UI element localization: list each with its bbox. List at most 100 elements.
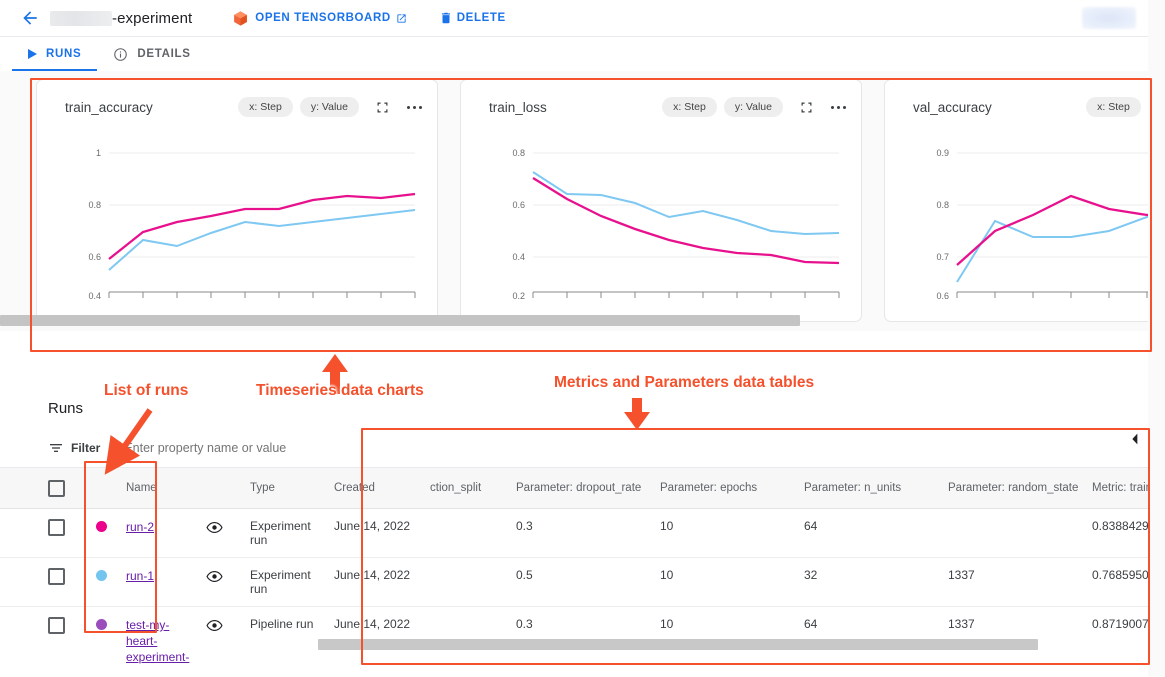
open-tensorboard-button[interactable]: OPEN TENSORBOARD — [232, 10, 406, 27]
chip-y-axis[interactable]: y: Value — [299, 97, 359, 117]
svg-text:3: 3 — [1030, 301, 1035, 302]
open-in-new-icon — [397, 13, 406, 23]
run-name-link[interactable]: test-my-heart-experiment-pipeline-run — [126, 618, 190, 664]
select-all-header — [0, 468, 96, 509]
charts-scrollbar-thumb[interactable] — [0, 315, 800, 326]
run-epochs: 10 — [660, 606, 804, 664]
chart-title: val_accuracy — [913, 99, 992, 115]
svg-text:0.7: 0.7 — [936, 252, 949, 262]
filter-label: Filter — [71, 441, 101, 455]
open-tensorboard-label: OPEN TENSORBOARD — [255, 12, 391, 24]
tab-runs[interactable]: RUNS — [12, 37, 98, 71]
charts-row: train_accuracy x: Step y: Value — [0, 71, 1148, 322]
svg-text:0.8: 0.8 — [936, 200, 949, 210]
play-icon — [28, 49, 37, 59]
info-icon — [114, 47, 128, 61]
run-name-link[interactable]: run-2 — [126, 520, 155, 534]
run-dropout-rate: 0.5 — [516, 557, 660, 607]
more-vert-icon[interactable] — [405, 98, 423, 116]
runs-heading: Runs — [48, 400, 84, 417]
col-train-accuracy[interactable]: Metric: train_accuracy — [1092, 468, 1148, 509]
svg-text:0.2: 0.2 — [512, 291, 525, 301]
visibility-icon[interactable] — [206, 568, 223, 585]
svg-text:1: 1 — [106, 301, 111, 302]
svg-text:0.4: 0.4 — [512, 252, 525, 262]
svg-text:1: 1 — [530, 301, 535, 302]
tab-bar: RUNS DETAILS — [0, 37, 1148, 72]
run-split — [430, 508, 516, 558]
table-row[interactable]: test-my-heart-experiment-pipeline-run Pi… — [0, 606, 1148, 664]
table-header-row: Name Type Created ction_split Parameter:… — [0, 468, 1148, 509]
svg-text:0.4: 0.4 — [88, 291, 101, 301]
chart-title: train_accuracy — [65, 99, 153, 115]
svg-text:3: 3 — [174, 301, 179, 302]
chart-header: train_loss x: Step y: Value — [461, 80, 861, 117]
delete-label: DELETE — [456, 12, 506, 24]
col-epochs[interactable]: Parameter: epochs — [660, 468, 804, 509]
col-type[interactable]: Type — [250, 468, 334, 509]
table-horizontal-scrollbar[interactable] — [0, 639, 1148, 650]
row-checkbox[interactable] — [48, 617, 65, 634]
annotation-label-list-of-runs: List of runs — [104, 382, 189, 399]
chip-x-axis[interactable]: x: Step — [238, 97, 293, 117]
fullscreen-icon[interactable] — [373, 98, 391, 116]
top-app-bar: -experiment OPEN TENSORBOARD DELETE — [0, 0, 1148, 37]
run-dropout-rate: 0.3 — [516, 606, 660, 664]
run-random-state: 1337 — [948, 606, 1092, 664]
col-split[interactable]: ction_split — [430, 468, 516, 509]
table-scrollbar-thumb[interactable] — [318, 639, 1038, 650]
delete-button[interactable]: DELETE — [439, 11, 506, 25]
run-epochs: 10 — [660, 557, 804, 607]
col-dropout-rate[interactable]: Parameter: dropout_rate — [516, 468, 660, 509]
runs-table-scroll[interactable]: Name Type Created ction_split Parameter:… — [0, 468, 1148, 664]
chart-plot-train-accuracy: 1 0.8 0.6 0.4 1 2 3 — [37, 127, 437, 311]
svg-text:8: 8 — [768, 301, 773, 302]
run-color-dot — [96, 570, 107, 581]
run-n-units: 64 — [804, 508, 948, 558]
row-checkbox[interactable] — [48, 519, 65, 536]
col-name[interactable]: Name — [126, 468, 206, 509]
visibility-icon[interactable] — [206, 519, 223, 536]
back-button[interactable] — [16, 4, 44, 32]
run-type: Pipeline run — [250, 606, 334, 664]
run-created: June 14, 2022 — [334, 557, 430, 607]
more-vert-icon[interactable] — [829, 98, 847, 116]
run-train-accuracy: 0.7685950398 — [1092, 557, 1148, 607]
filter-icon[interactable] — [48, 440, 64, 456]
svg-text:2: 2 — [564, 301, 569, 302]
svg-text:7: 7 — [734, 301, 739, 302]
run-name-link[interactable]: run-1 — [126, 569, 155, 583]
fullscreen-icon[interactable] — [797, 98, 815, 116]
col-random-state[interactable]: Parameter: random_state — [948, 468, 1092, 509]
run-type: Experiment run — [250, 557, 334, 607]
chip-x-axis[interactable]: x: Step — [662, 97, 717, 117]
chevron-left-icon[interactable] — [1124, 428, 1146, 450]
table-row[interactable]: run-2 Experiment run June 14, 2022 0.3 1… — [0, 508, 1148, 558]
chip-y-axis[interactable]: y: Value — [723, 97, 783, 117]
filter-input[interactable] — [122, 440, 387, 456]
svg-text:0.6: 0.6 — [88, 252, 101, 262]
tab-details[interactable]: DETAILS — [97, 37, 206, 71]
chart-card-train-accuracy: train_accuracy x: Step y: Value — [36, 79, 438, 322]
svg-text:5: 5 — [242, 301, 247, 302]
runs-section: Runs Filter Name — [0, 381, 1148, 677]
svg-text:4: 4 — [632, 301, 637, 302]
redacted-top-right-control — [1082, 7, 1136, 29]
chip-x-axis[interactable]: x: Step — [1086, 97, 1141, 117]
timeseries-charts-strip[interactable]: train_accuracy x: Step y: Value — [0, 71, 1148, 331]
col-created[interactable]: Created — [334, 468, 430, 509]
svg-text:5: 5 — [666, 301, 671, 302]
run-train-accuracy: 0.8719007969 — [1092, 606, 1148, 664]
row-checkbox[interactable] — [48, 568, 65, 585]
annotation-label-metrics-tables: Metrics and Parameters data tables — [554, 374, 815, 391]
svg-text:0.6: 0.6 — [936, 291, 949, 301]
table-row[interactable]: run-1 Experiment run June 14, 2022 0.5 1… — [0, 557, 1148, 607]
run-n-units: 64 — [804, 606, 948, 664]
svg-text:2: 2 — [992, 301, 997, 302]
col-n-units[interactable]: Parameter: n_units — [804, 468, 948, 509]
charts-horizontal-scrollbar[interactable] — [0, 315, 1148, 326]
run-split — [430, 557, 516, 607]
select-all-checkbox[interactable] — [48, 479, 65, 497]
visibility-icon[interactable] — [206, 617, 223, 634]
